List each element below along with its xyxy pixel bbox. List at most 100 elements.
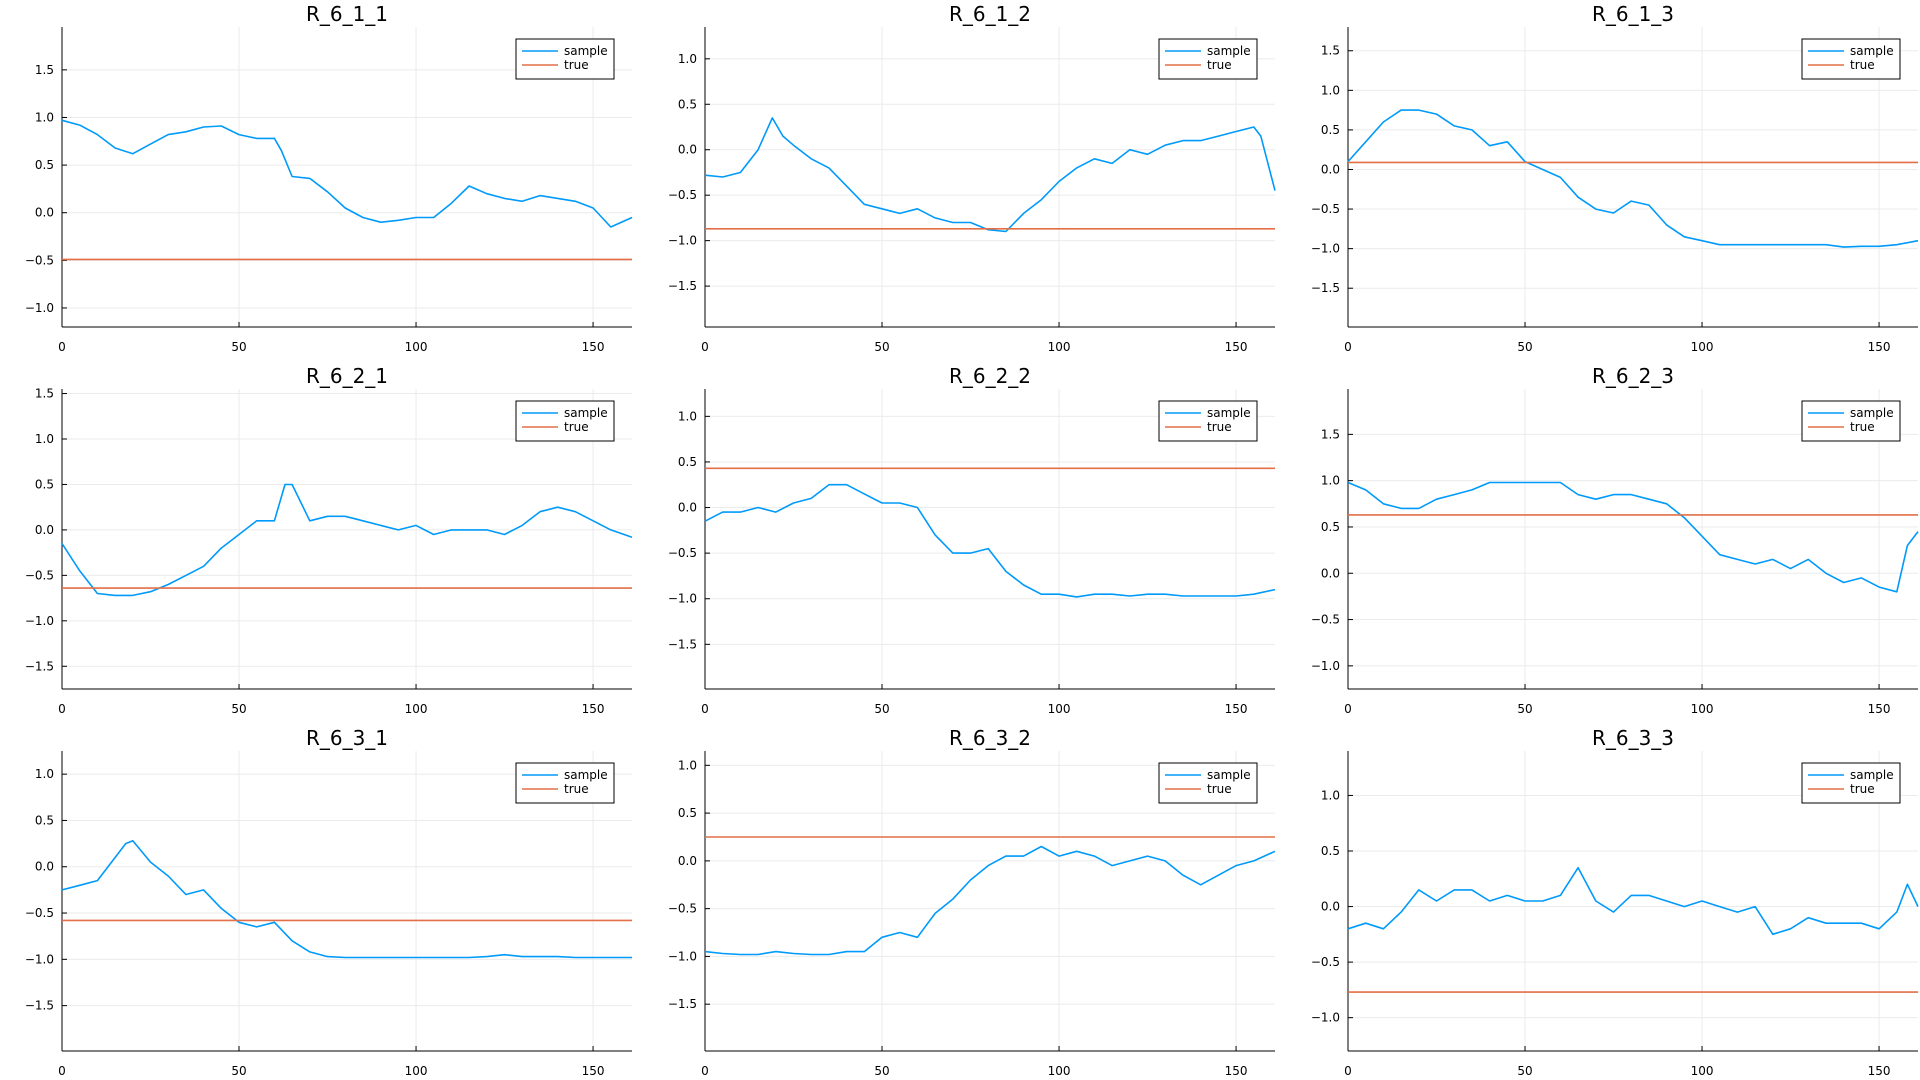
y-tick-label: −1.0 bbox=[25, 301, 54, 315]
x-tick-label: 150 bbox=[1868, 702, 1891, 716]
legend-box bbox=[1158, 400, 1258, 442]
legend-label: true bbox=[564, 420, 589, 434]
legend-label: true bbox=[1207, 782, 1232, 796]
x-tick-label: 0 bbox=[701, 1064, 709, 1078]
sample-line bbox=[1347, 481, 1919, 593]
y-tick-label: −1.5 bbox=[668, 279, 697, 293]
x-tick-label: 50 bbox=[874, 702, 889, 716]
subplot: 0 50 100 150 −1.5 −1.0 −0.5 0.0 0.5 1.0 R_6_2_2sam… bbox=[668, 364, 1276, 716]
y-tick-label: 1.0 bbox=[35, 767, 54, 781]
subplot-title: R_6_3_2 bbox=[949, 726, 1031, 750]
sample-line bbox=[1347, 109, 1919, 248]
y-tick-label: −1.5 bbox=[25, 999, 54, 1013]
subplot: 0 50 100 150 −1.5 −1.0 −0.5 0.0 0.5 1.0 1.5 R_6_1_3… bbox=[1311, 2, 1919, 354]
x-tick-label: 100 bbox=[405, 702, 428, 716]
y-tick-label: 0.0 bbox=[35, 860, 54, 874]
legend-label: sample bbox=[564, 768, 608, 782]
subplot-title: R_6_1_3 bbox=[1592, 2, 1674, 26]
subplot: 0 50 100 150 −1.0 −0.5 0.0 0.5 1.0 1.5 R_6_1_1samp… bbox=[25, 2, 633, 354]
y-tick-label: −0.5 bbox=[668, 902, 697, 916]
x-tick-label: 0 bbox=[58, 340, 66, 354]
y-tick-label: 0.5 bbox=[35, 158, 54, 172]
legend-label: sample bbox=[1207, 44, 1251, 58]
subplot-title: R_6_2_1 bbox=[306, 364, 388, 388]
y-tick-label: 1.5 bbox=[1321, 44, 1340, 58]
y-tick-label: −0.5 bbox=[668, 188, 697, 202]
x-tick-label: 150 bbox=[1868, 340, 1891, 354]
legend-label: true bbox=[1850, 420, 1875, 434]
y-tick-label: 0.0 bbox=[678, 854, 697, 868]
y-tick-label: 1.0 bbox=[678, 52, 697, 66]
x-tick-label: 100 bbox=[405, 1064, 428, 1078]
subplot-title: R_6_2_3 bbox=[1592, 364, 1674, 388]
y-tick-label: −1.0 bbox=[25, 952, 54, 966]
x-tick-label: 150 bbox=[582, 1064, 605, 1078]
legend-box bbox=[515, 400, 615, 442]
y-tick-label: 1.5 bbox=[1321, 427, 1340, 441]
subplot: 0 50 100 150 −1.0 −0.5 0.0 0.5 1.0 1.5 R_6_2_3samp… bbox=[1311, 364, 1919, 716]
x-tick-label: 0 bbox=[1344, 340, 1352, 354]
y-tick-label: 0.5 bbox=[35, 477, 54, 491]
y-tick-label: −1.0 bbox=[1311, 1011, 1340, 1025]
y-tick-label: 0.5 bbox=[678, 97, 697, 111]
legend-box bbox=[1158, 38, 1258, 80]
y-tick-label: −0.5 bbox=[1311, 955, 1340, 969]
x-tick-label: 100 bbox=[405, 340, 428, 354]
y-tick-label: −1.5 bbox=[25, 659, 54, 673]
sample-line bbox=[704, 845, 1276, 956]
y-tick-label: −1.5 bbox=[668, 997, 697, 1011]
y-tick-label: −0.5 bbox=[668, 546, 697, 560]
x-tick-label: 150 bbox=[1225, 702, 1248, 716]
subplot-title: R_6_2_2 bbox=[949, 364, 1031, 388]
sample-line bbox=[704, 117, 1276, 233]
x-tick-label: 50 bbox=[874, 340, 889, 354]
y-tick-label: 0.5 bbox=[678, 806, 697, 820]
y-tick-label: −1.0 bbox=[1311, 242, 1340, 256]
y-tick-label: 0.5 bbox=[1321, 123, 1340, 137]
y-tick-label: 1.0 bbox=[1321, 788, 1340, 802]
y-tick-label: 1.0 bbox=[678, 758, 697, 772]
x-tick-label: 150 bbox=[582, 702, 605, 716]
subplot: 0 50 100 150 −1.5 −1.0 −0.5 0.0 0.5 1.0 1.5 R_6_2_1… bbox=[25, 364, 633, 716]
sample-line bbox=[61, 483, 633, 597]
legend-label: true bbox=[1207, 420, 1232, 434]
x-tick-label: 100 bbox=[1048, 1064, 1071, 1078]
x-tick-label: 100 bbox=[1691, 702, 1714, 716]
subplot: 0 50 100 150 −1.5 −1.0 −0.5 0.0 0.5 1.0 R_6_1_2sam… bbox=[668, 2, 1276, 354]
x-tick-label: 0 bbox=[1344, 702, 1352, 716]
x-tick-label: 50 bbox=[231, 702, 246, 716]
sample-line bbox=[61, 839, 632, 959]
legend-box bbox=[1158, 762, 1258, 804]
x-tick-label: 150 bbox=[1225, 1064, 1248, 1078]
legend-label: true bbox=[564, 782, 589, 796]
y-tick-label: −0.5 bbox=[1311, 613, 1340, 627]
y-tick-label: 1.0 bbox=[35, 110, 54, 124]
y-tick-label: 1.0 bbox=[35, 432, 54, 446]
sample-line bbox=[704, 483, 1276, 598]
y-tick-label: 0.0 bbox=[35, 523, 54, 537]
x-tick-label: 100 bbox=[1691, 340, 1714, 354]
sample-line bbox=[61, 119, 633, 228]
sample-line bbox=[1347, 866, 1919, 936]
legend-box bbox=[1801, 762, 1901, 804]
subplot-title: R_6_1_1 bbox=[306, 2, 388, 26]
y-tick-label: −0.5 bbox=[25, 568, 54, 582]
subplot: 0 50 100 150 −1.0 −0.5 0.0 0.5 1.0 R_6_3_3samplet… bbox=[1311, 726, 1919, 1078]
y-tick-label: 0.0 bbox=[1321, 900, 1340, 914]
y-tick-label: 0.5 bbox=[1321, 520, 1340, 534]
x-tick-label: 100 bbox=[1048, 702, 1071, 716]
y-tick-label: −1.0 bbox=[1311, 659, 1340, 673]
legend-label: sample bbox=[1850, 406, 1894, 420]
x-tick-label: 0 bbox=[58, 702, 66, 716]
subplot-title: R_6_1_2 bbox=[949, 2, 1031, 26]
y-tick-label: 0.5 bbox=[678, 455, 697, 469]
legend-label: sample bbox=[564, 406, 608, 420]
y-tick-label: 1.5 bbox=[35, 63, 54, 77]
legend-box bbox=[515, 762, 615, 804]
